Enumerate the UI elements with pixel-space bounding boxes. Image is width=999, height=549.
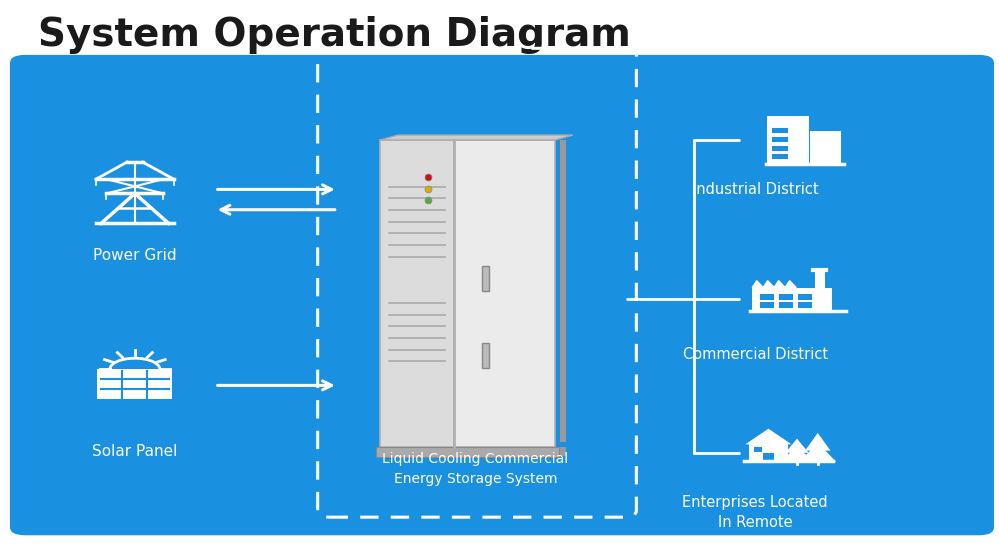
- Bar: [772, 137, 788, 142]
- Text: Commercial District: Commercial District: [682, 347, 828, 362]
- Bar: [749, 444, 788, 462]
- Bar: [779, 294, 793, 300]
- Bar: [762, 453, 774, 462]
- Bar: [381, 140, 454, 447]
- Bar: [814, 270, 824, 289]
- Bar: [772, 146, 788, 150]
- FancyBboxPatch shape: [10, 55, 994, 535]
- Polygon shape: [785, 439, 808, 453]
- Polygon shape: [745, 429, 791, 444]
- Bar: [779, 302, 793, 308]
- Polygon shape: [799, 443, 836, 462]
- Polygon shape: [780, 447, 813, 462]
- Bar: [454, 140, 555, 447]
- Bar: [759, 302, 773, 308]
- Bar: [797, 294, 811, 300]
- Bar: [759, 294, 773, 300]
- Polygon shape: [805, 433, 830, 451]
- Text: Industrial District: Industrial District: [692, 182, 818, 197]
- Bar: [767, 116, 809, 164]
- Bar: [482, 343, 490, 367]
- Text: Enterprises Located
In Remote: Enterprises Located In Remote: [682, 495, 828, 530]
- Bar: [797, 302, 811, 308]
- Polygon shape: [381, 135, 573, 140]
- Bar: [560, 140, 566, 442]
- Bar: [810, 131, 840, 164]
- Text: Solar Panel: Solar Panel: [92, 444, 178, 458]
- Polygon shape: [752, 281, 796, 288]
- Bar: [98, 369, 173, 400]
- Bar: [772, 154, 788, 159]
- Text: System Operation Diagram: System Operation Diagram: [38, 16, 630, 54]
- Bar: [753, 447, 762, 452]
- Bar: [772, 128, 788, 133]
- Bar: [389, 447, 566, 456]
- Bar: [482, 266, 490, 290]
- Bar: [752, 288, 832, 311]
- Text: Power Grid: Power Grid: [93, 248, 177, 263]
- Bar: [377, 447, 559, 457]
- Text: Liquid Cooling Commercial
Energy Storage System: Liquid Cooling Commercial Energy Storage…: [383, 452, 568, 486]
